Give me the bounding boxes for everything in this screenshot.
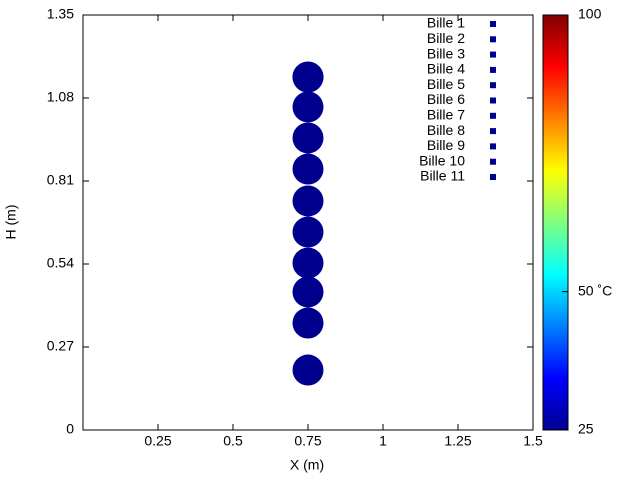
legend-label: Bille 8 [427,122,465,138]
y-tick-label: 0.54 [47,255,74,271]
legend-marker [490,51,496,58]
ball [292,61,324,93]
ball [292,216,324,248]
y-tick-label: 0.81 [47,172,74,188]
legend-label: Bille 7 [427,107,465,123]
y-tick-label: 1.35 [47,6,74,22]
x-tick-label: 0.75 [294,433,321,449]
legend-label: Bille 9 [427,137,465,153]
legend-label: Bille 10 [419,152,465,168]
ball [292,185,324,217]
legend-marker [490,112,496,119]
legend-label: Bille 2 [427,30,465,46]
x-tick-label: 1 [379,433,387,449]
x-tick-label: 1.5 [523,433,543,449]
x-tick-label: 0.5 [223,433,243,449]
y-tick-label: 0 [66,421,74,437]
x-axis-label: X (m) [290,457,324,473]
legend-label: Bille 3 [427,45,465,61]
ball [292,247,324,279]
legend-marker [490,158,496,165]
legend-marker [490,143,496,150]
colorbar-tick-label: 100 [578,6,602,22]
legend-marker [490,36,496,43]
colorbar [542,14,569,431]
legend-marker [490,174,496,180]
legend-marker [490,21,496,27]
ball [292,122,324,154]
y-tick-label: 1.08 [47,89,74,105]
legend-label: Bille 4 [427,61,465,77]
ball [292,276,324,308]
legend-label: Bille 1 [427,15,465,31]
legend-marker [490,128,496,135]
legend-label: Bille 6 [427,91,465,107]
ball [292,91,324,123]
legend-marker [490,97,496,104]
legend-label: Bille 5 [427,76,465,92]
x-tick-label: 0.25 [144,433,171,449]
legend-marker [490,66,496,73]
ball [292,153,324,185]
colorbar-tick-label: 25 [578,421,594,437]
ball [292,354,324,386]
x-tick-label: 1.25 [444,433,471,449]
legend-marker [490,82,496,89]
colorbar-tick-label: 50 ˚C [578,282,612,298]
ball [292,307,324,339]
y-tick-label: 0.27 [47,338,74,354]
legend-label: Bille 11 [420,168,465,184]
y-axis-label: H (m) [3,205,19,240]
